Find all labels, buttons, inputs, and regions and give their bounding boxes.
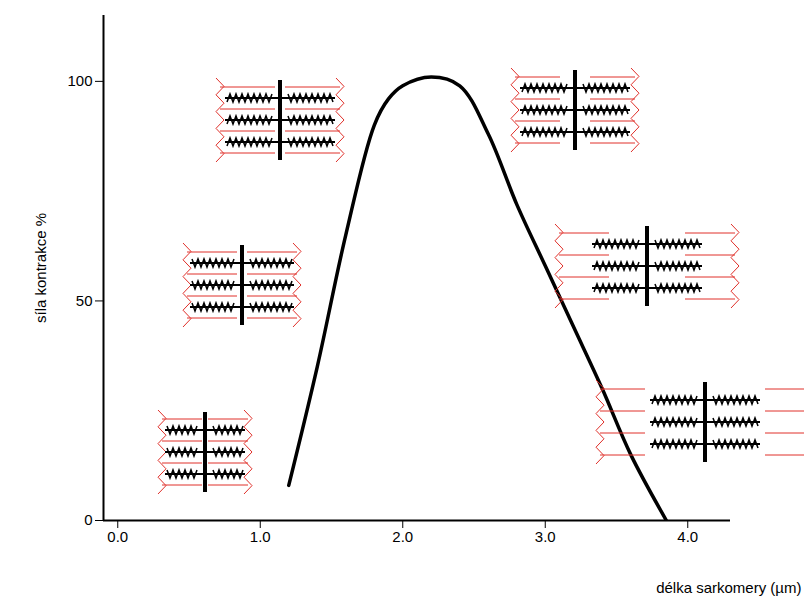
svg-text:délka sarkomery (µm): délka sarkomery (µm): [656, 579, 801, 596]
svg-text:3.0: 3.0: [535, 528, 556, 545]
svg-text:4.0: 4.0: [677, 528, 698, 545]
svg-text:100: 100: [67, 72, 92, 89]
svg-text:50: 50: [76, 292, 93, 309]
svg-text:0.0: 0.0: [107, 528, 128, 545]
svg-text:0: 0: [84, 511, 92, 528]
svg-text:síla kontrakce %: síla kontrakce %: [32, 213, 49, 323]
svg-text:2.0: 2.0: [392, 528, 413, 545]
svg-text:1.0: 1.0: [250, 528, 271, 545]
